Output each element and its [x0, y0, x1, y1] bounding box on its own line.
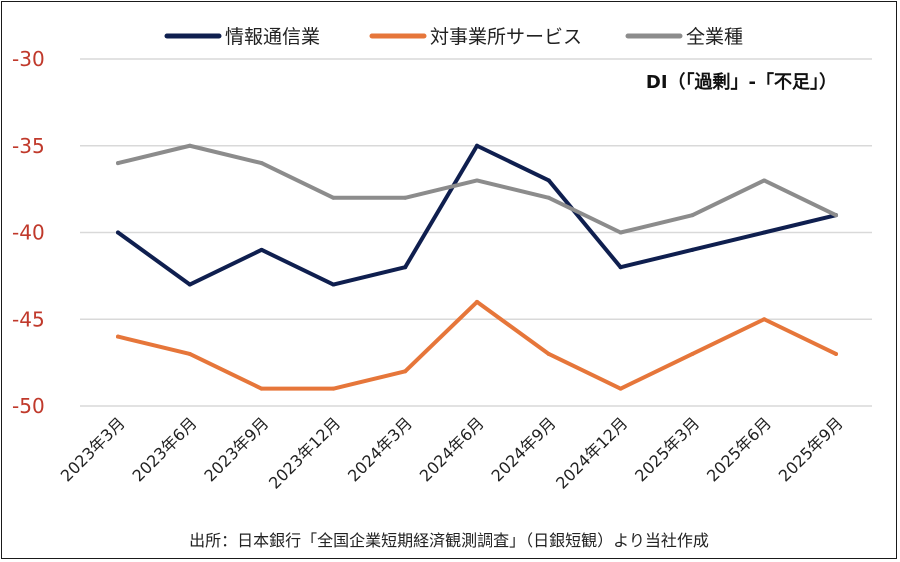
data-point — [546, 195, 551, 200]
gridlines — [80, 58, 872, 407]
y-tick-label: -50 — [12, 394, 45, 418]
x-tick-label: 2023年3月 — [57, 413, 129, 485]
data-point — [618, 230, 623, 235]
data-point — [762, 178, 767, 183]
data-point — [403, 369, 408, 374]
data-point — [116, 230, 120, 235]
data-point — [187, 143, 192, 148]
x-tick-label: 2024年3月 — [344, 413, 416, 485]
data-point — [116, 161, 120, 166]
data-point — [762, 317, 767, 322]
x-tick-label: 2024年12月 — [552, 413, 631, 492]
series-line-3 — [116, 143, 838, 235]
data-point — [690, 247, 695, 252]
legend-label: 対事業所サービス — [430, 26, 582, 48]
data-point — [187, 282, 192, 287]
data-point — [259, 161, 264, 166]
x-tick-label: 2023年12月 — [265, 413, 344, 492]
source-note: 出所：日本銀行「全国企業短期経済観測調査」（日銀短観）より当社作成 — [189, 531, 709, 550]
data-point — [834, 351, 838, 356]
y-tick-label: -45 — [12, 307, 45, 331]
series-lines — [116, 143, 838, 391]
data-point — [475, 143, 479, 148]
data-point — [690, 351, 695, 356]
data-point — [546, 351, 551, 356]
x-tick-label: 2024年9月 — [488, 413, 560, 485]
data-point — [403, 195, 408, 200]
y-tick-label: -40 — [12, 221, 45, 245]
x-tick-label: 2023年6月 — [129, 413, 201, 485]
data-point — [116, 334, 120, 339]
data-point — [403, 265, 408, 270]
annotation-label: DI（「過剰」-「不足」） — [646, 71, 837, 93]
data-point — [331, 195, 336, 200]
data-point — [546, 178, 551, 183]
x-tick-label: 2024年6月 — [416, 413, 488, 485]
legend: 情報通信業 対事業所サービス 全業種 — [164, 26, 743, 48]
data-point — [618, 386, 623, 391]
x-tick-label: 2025年9月 — [775, 413, 847, 485]
data-point — [259, 386, 264, 391]
data-point — [618, 265, 623, 270]
data-point — [690, 213, 695, 218]
data-point — [187, 351, 192, 356]
data-point — [331, 282, 336, 287]
series-line-1 — [116, 143, 838, 287]
series-line-2 — [116, 299, 838, 391]
legend-label: 全業種 — [686, 26, 743, 48]
data-point — [475, 299, 479, 304]
data-point — [331, 386, 336, 391]
x-tick-label: 2025年3月 — [631, 413, 703, 485]
y-tick-label: -30 — [12, 47, 45, 71]
y-tick-label: -35 — [12, 134, 45, 158]
data-point — [762, 230, 767, 235]
data-point — [475, 178, 479, 183]
x-tick-label: 2023年9月 — [200, 413, 272, 485]
data-point — [834, 213, 838, 218]
legend-label: 情報通信業 — [225, 26, 320, 48]
x-tick-label: 2025年6月 — [703, 413, 775, 485]
data-point — [259, 247, 264, 252]
y-axis-ticks: -30 -35 -40 -45 -50 — [12, 47, 45, 418]
